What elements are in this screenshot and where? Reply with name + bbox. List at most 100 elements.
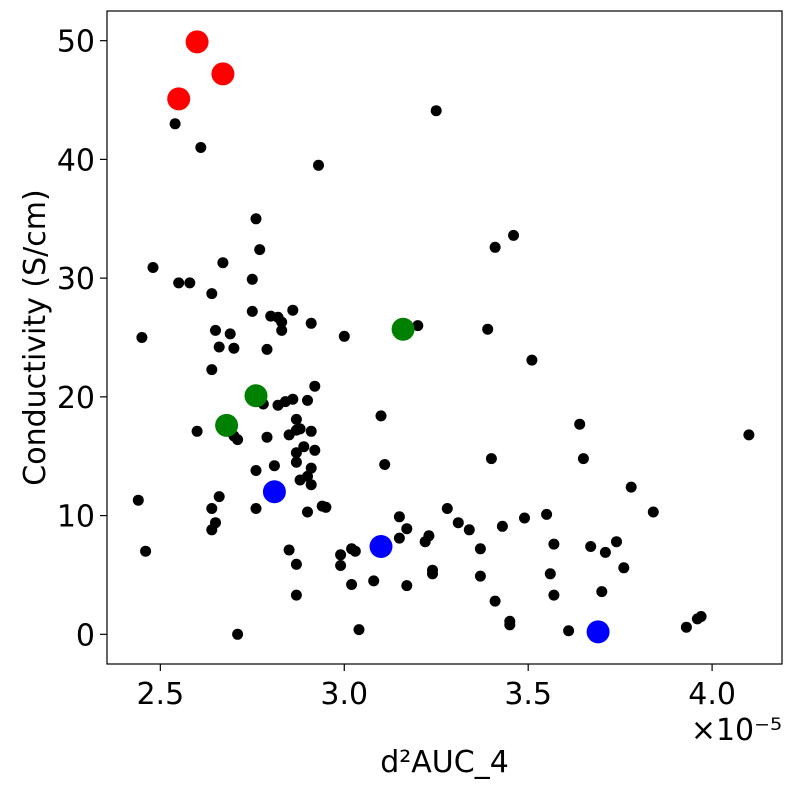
data-point-black-15 [213, 341, 225, 353]
data-point-black-48 [290, 589, 302, 601]
data-point-black-9 [206, 288, 218, 300]
y-tick-label: 50 [57, 25, 95, 60]
data-point-black-5 [173, 277, 185, 289]
data-point-black-0 [132, 494, 144, 506]
data-point-green-2 [215, 413, 239, 437]
data-point-black-112 [647, 506, 659, 518]
data-point-black-111 [625, 481, 637, 493]
data-point-black-75 [393, 532, 405, 544]
data-point-black-25 [250, 213, 262, 225]
data-point-black-108 [599, 546, 611, 558]
data-point-black-37 [276, 324, 288, 336]
data-point-black-83 [430, 105, 442, 117]
data-point-black-54 [302, 506, 313, 518]
data-point-black-30 [261, 343, 273, 355]
data-point-black-93 [496, 520, 508, 532]
y-tick-label: 40 [57, 143, 95, 178]
data-point-black-10 [206, 503, 218, 514]
data-point-black-101 [548, 538, 560, 550]
data-point-black-87 [474, 543, 486, 555]
data-point-black-70 [353, 624, 365, 636]
data-point-black-14 [210, 324, 221, 336]
data-point-black-45 [290, 447, 302, 459]
data-point-black-56 [305, 425, 317, 437]
x-tick-label: 2.5 [136, 677, 184, 712]
x-tick-label: 4.0 [688, 677, 736, 712]
data-point-black-103 [563, 625, 575, 637]
data-point-black-21 [232, 434, 244, 446]
data-point-black-3 [147, 262, 159, 273]
data-point-black-36 [276, 316, 288, 328]
data-point-black-55 [305, 317, 317, 329]
data-point-black-44 [290, 413, 302, 425]
data-point-green-0 [391, 317, 415, 341]
data-point-blue-1 [369, 535, 393, 558]
data-point-black-99 [541, 508, 553, 520]
data-point-black-105 [577, 453, 589, 465]
data-point-black-86 [463, 524, 475, 536]
data-point-black-47 [290, 558, 302, 570]
data-point-black-1 [136, 332, 148, 343]
data-point-red-0 [185, 30, 209, 54]
data-point-black-12 [206, 364, 218, 376]
y-axis-ticks: 0 10 20 30 40 50 [57, 25, 107, 653]
data-point-red-1 [211, 62, 235, 86]
data-point-black-100 [544, 568, 556, 580]
y-tick-label: 0 [76, 618, 95, 653]
data-point-black-65 [335, 549, 347, 561]
x-tick-label: 3.5 [504, 677, 552, 712]
data-point-black-61 [313, 159, 324, 171]
data-point-black-40 [283, 544, 295, 556]
plot-frame [106, 10, 783, 665]
data-point-black-59 [309, 444, 321, 456]
data-point-black-24 [246, 305, 258, 317]
data-point-black-91 [489, 241, 501, 253]
data-point-black-19 [228, 342, 240, 354]
data-point-black-17 [217, 257, 229, 269]
data-point-black-92 [489, 595, 501, 607]
x-axis-label: d²AUC_4 [380, 745, 509, 780]
data-point-black-8 [195, 142, 207, 153]
data-point-black-51 [298, 441, 310, 453]
data-point-black-57 [305, 462, 317, 474]
data-point-black-28 [254, 244, 266, 256]
data-point-black-116 [743, 429, 755, 441]
data-point-black-85 [452, 517, 464, 529]
data-point-black-115 [695, 611, 707, 622]
data-point-black-22 [232, 628, 244, 640]
data-point-black-27 [250, 465, 262, 476]
data-point-black-84 [441, 503, 453, 514]
data-point-black-90 [485, 453, 497, 465]
data-point-black-68 [346, 579, 358, 590]
points-layer [132, 30, 755, 644]
data-point-black-73 [379, 459, 391, 470]
data-point-black-97 [519, 512, 530, 524]
data-point-black-2 [140, 545, 152, 557]
data-point-blue-0 [262, 480, 286, 504]
data-point-black-26 [250, 503, 262, 514]
data-point-black-53 [302, 470, 313, 482]
data-point-black-42 [287, 304, 299, 316]
data-point-blue-2 [586, 620, 610, 644]
data-point-black-98 [526, 354, 538, 366]
data-point-black-41 [287, 393, 299, 405]
data-point-black-46 [290, 456, 302, 468]
data-point-black-89 [482, 323, 494, 335]
data-point-black-82 [427, 568, 438, 580]
data-point-black-71 [368, 575, 380, 587]
x-tick-label: 3.0 [320, 677, 368, 712]
y-tick-label: 10 [57, 500, 95, 535]
data-point-black-63 [320, 501, 332, 513]
data-point-black-69 [349, 545, 361, 557]
data-point-black-80 [423, 530, 435, 542]
data-point-black-64 [335, 560, 347, 571]
data-point-black-95 [504, 619, 516, 631]
data-point-black-52 [302, 394, 313, 406]
data-point-black-88 [474, 570, 486, 582]
data-point-black-78 [412, 320, 424, 332]
data-point-black-106 [585, 541, 597, 552]
data-point-black-72 [375, 410, 387, 422]
data-point-black-113 [680, 621, 692, 633]
data-point-black-60 [309, 380, 321, 392]
data-point-black-13 [210, 517, 221, 529]
